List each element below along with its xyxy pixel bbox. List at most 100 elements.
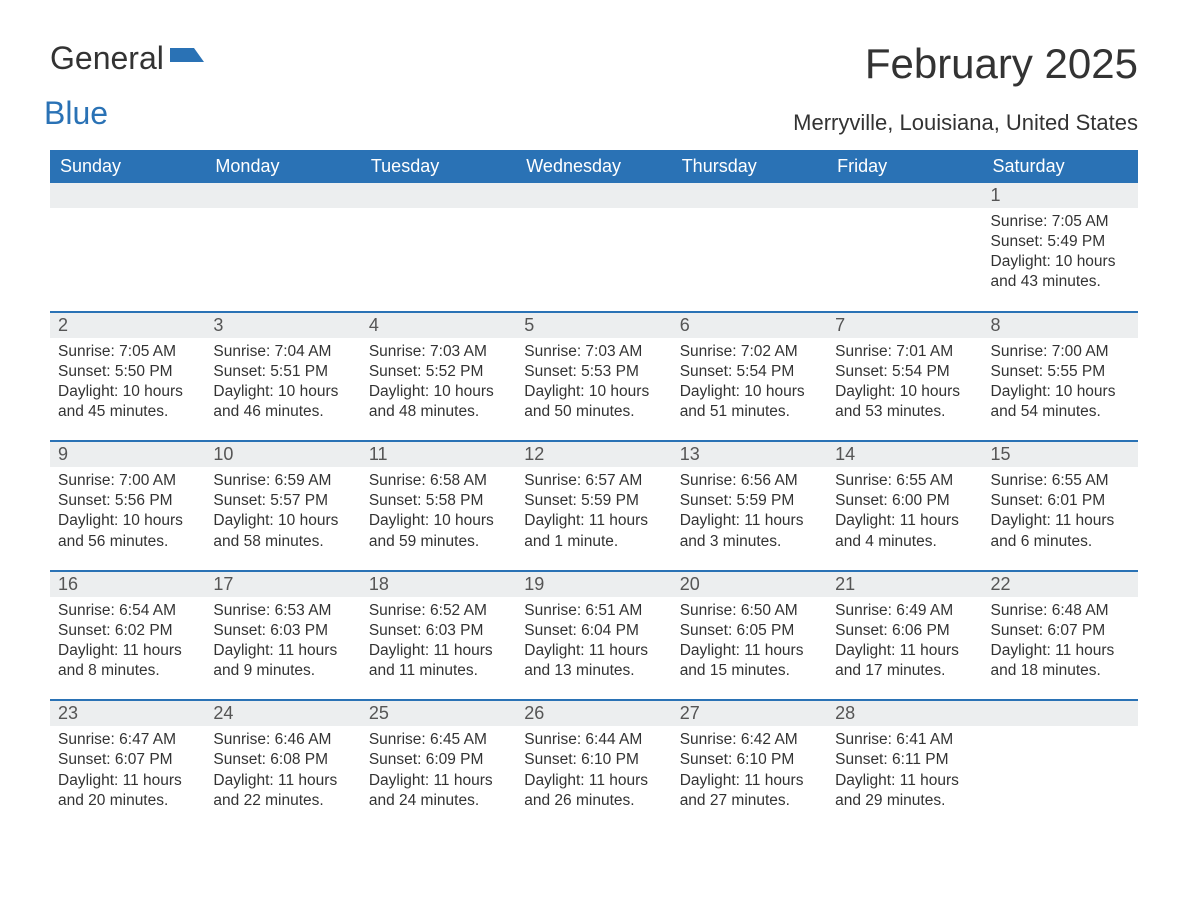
daylight-text: Daylight: 11 hours and 9 minutes.: [213, 641, 352, 681]
calendar-cell: 25Sunrise: 6:45 AMSunset: 6:09 PMDayligh…: [361, 701, 516, 829]
sunset-text: Sunset: 5:55 PM: [991, 362, 1130, 382]
day-number: 12: [516, 442, 671, 467]
calendar-cell: 18Sunrise: 6:52 AMSunset: 6:03 PMDayligh…: [361, 572, 516, 700]
day-number: 23: [50, 701, 205, 726]
sunset-text: Sunset: 6:07 PM: [58, 750, 197, 770]
calendar-cell: 13Sunrise: 6:56 AMSunset: 5:59 PMDayligh…: [672, 442, 827, 570]
day-info: Sunrise: 6:50 AMSunset: 6:05 PMDaylight:…: [672, 597, 827, 682]
calendar-cell: [50, 183, 205, 311]
day-info: Sunrise: 7:02 AMSunset: 5:54 PMDaylight:…: [672, 338, 827, 423]
daylight-text: Daylight: 10 hours and 46 minutes.: [213, 382, 352, 422]
day-number: 22: [983, 572, 1138, 597]
day-info: Sunrise: 6:41 AMSunset: 6:11 PMDaylight:…: [827, 726, 982, 811]
calendar-cell: 28Sunrise: 6:41 AMSunset: 6:11 PMDayligh…: [827, 701, 982, 829]
day-number: 21: [827, 572, 982, 597]
sunrise-text: Sunrise: 7:00 AM: [991, 342, 1130, 362]
flag-icon: [170, 48, 204, 76]
sunrise-text: Sunrise: 6:56 AM: [680, 471, 819, 491]
calendar-cell: 12Sunrise: 6:57 AMSunset: 5:59 PMDayligh…: [516, 442, 671, 570]
daylight-text: Daylight: 10 hours and 53 minutes.: [835, 382, 974, 422]
day-number: 13: [672, 442, 827, 467]
sunset-text: Sunset: 5:54 PM: [835, 362, 974, 382]
day-number: [361, 183, 516, 208]
day-header: Thursday: [672, 150, 827, 183]
daylight-text: Daylight: 10 hours and 56 minutes.: [58, 511, 197, 551]
sunset-text: Sunset: 5:59 PM: [524, 491, 663, 511]
sunset-text: Sunset: 6:07 PM: [991, 621, 1130, 641]
calendar-cell: 27Sunrise: 6:42 AMSunset: 6:10 PMDayligh…: [672, 701, 827, 829]
sunrise-text: Sunrise: 7:05 AM: [58, 342, 197, 362]
sunrise-text: Sunrise: 6:41 AM: [835, 730, 974, 750]
day-info: Sunrise: 7:01 AMSunset: 5:54 PMDaylight:…: [827, 338, 982, 423]
daylight-text: Daylight: 10 hours and 51 minutes.: [680, 382, 819, 422]
sunrise-text: Sunrise: 6:45 AM: [369, 730, 508, 750]
calendar-cell: 11Sunrise: 6:58 AMSunset: 5:58 PMDayligh…: [361, 442, 516, 570]
day-number: 19: [516, 572, 671, 597]
day-number: [827, 183, 982, 208]
day-number: 24: [205, 701, 360, 726]
day-number: 5: [516, 313, 671, 338]
sunset-text: Sunset: 5:59 PM: [680, 491, 819, 511]
day-header: Monday: [205, 150, 360, 183]
daylight-text: Daylight: 11 hours and 4 minutes.: [835, 511, 974, 551]
sunset-text: Sunset: 5:49 PM: [991, 232, 1130, 252]
sunset-text: Sunset: 6:08 PM: [213, 750, 352, 770]
daylight-text: Daylight: 11 hours and 29 minutes.: [835, 771, 974, 811]
sunrise-text: Sunrise: 6:52 AM: [369, 601, 508, 621]
day-number: 4: [361, 313, 516, 338]
calendar-cell: 16Sunrise: 6:54 AMSunset: 6:02 PMDayligh…: [50, 572, 205, 700]
day-header: Tuesday: [361, 150, 516, 183]
sunrise-text: Sunrise: 6:42 AM: [680, 730, 819, 750]
sunrise-text: Sunrise: 6:46 AM: [213, 730, 352, 750]
sunset-text: Sunset: 6:11 PM: [835, 750, 974, 770]
day-info: Sunrise: 6:53 AMSunset: 6:03 PMDaylight:…: [205, 597, 360, 682]
daylight-text: Daylight: 10 hours and 58 minutes.: [213, 511, 352, 551]
day-info: Sunrise: 7:04 AMSunset: 5:51 PMDaylight:…: [205, 338, 360, 423]
day-header-row: Sunday Monday Tuesday Wednesday Thursday…: [50, 150, 1138, 183]
calendar-cell: 20Sunrise: 6:50 AMSunset: 6:05 PMDayligh…: [672, 572, 827, 700]
daylight-text: Daylight: 10 hours and 50 minutes.: [524, 382, 663, 422]
sunrise-text: Sunrise: 6:59 AM: [213, 471, 352, 491]
day-info: Sunrise: 6:55 AMSunset: 6:00 PMDaylight:…: [827, 467, 982, 552]
daylight-text: Daylight: 10 hours and 59 minutes.: [369, 511, 508, 551]
day-number: 10: [205, 442, 360, 467]
sunrise-text: Sunrise: 7:04 AM: [213, 342, 352, 362]
day-info: Sunrise: 6:46 AMSunset: 6:08 PMDaylight:…: [205, 726, 360, 811]
day-number: 8: [983, 313, 1138, 338]
sunrise-text: Sunrise: 6:50 AM: [680, 601, 819, 621]
daylight-text: Daylight: 10 hours and 54 minutes.: [991, 382, 1130, 422]
calendar-cell: [205, 183, 360, 311]
day-info: Sunrise: 6:58 AMSunset: 5:58 PMDaylight:…: [361, 467, 516, 552]
day-info: Sunrise: 6:59 AMSunset: 5:57 PMDaylight:…: [205, 467, 360, 552]
sunset-text: Sunset: 5:58 PM: [369, 491, 508, 511]
daylight-text: Daylight: 11 hours and 11 minutes.: [369, 641, 508, 681]
week-row: 23Sunrise: 6:47 AMSunset: 6:07 PMDayligh…: [50, 699, 1138, 829]
sunset-text: Sunset: 5:50 PM: [58, 362, 197, 382]
day-number: [516, 183, 671, 208]
day-header: Saturday: [983, 150, 1138, 183]
day-number: 3: [205, 313, 360, 338]
sunset-text: Sunset: 6:00 PM: [835, 491, 974, 511]
logo-text-general: General: [50, 40, 164, 76]
day-info: Sunrise: 6:45 AMSunset: 6:09 PMDaylight:…: [361, 726, 516, 811]
sunrise-text: Sunrise: 6:55 AM: [835, 471, 974, 491]
day-info: Sunrise: 6:51 AMSunset: 6:04 PMDaylight:…: [516, 597, 671, 682]
calendar-cell: 23Sunrise: 6:47 AMSunset: 6:07 PMDayligh…: [50, 701, 205, 829]
calendar-cell: 21Sunrise: 6:49 AMSunset: 6:06 PMDayligh…: [827, 572, 982, 700]
sunrise-text: Sunrise: 7:01 AM: [835, 342, 974, 362]
calendar-cell: [516, 183, 671, 311]
calendar-cell: 1Sunrise: 7:05 AMSunset: 5:49 PMDaylight…: [983, 183, 1138, 311]
day-number: 9: [50, 442, 205, 467]
day-number: 16: [50, 572, 205, 597]
sunrise-text: Sunrise: 6:54 AM: [58, 601, 197, 621]
sunrise-text: Sunrise: 6:55 AM: [991, 471, 1130, 491]
calendar-cell: 24Sunrise: 6:46 AMSunset: 6:08 PMDayligh…: [205, 701, 360, 829]
calendar-cell: [827, 183, 982, 311]
daylight-text: Daylight: 11 hours and 8 minutes.: [58, 641, 197, 681]
day-number: 18: [361, 572, 516, 597]
daylight-text: Daylight: 11 hours and 22 minutes.: [213, 771, 352, 811]
day-number: 15: [983, 442, 1138, 467]
calendar-cell: 4Sunrise: 7:03 AMSunset: 5:52 PMDaylight…: [361, 313, 516, 441]
day-info: Sunrise: 7:05 AMSunset: 5:50 PMDaylight:…: [50, 338, 205, 423]
calendar-cell: 26Sunrise: 6:44 AMSunset: 6:10 PMDayligh…: [516, 701, 671, 829]
